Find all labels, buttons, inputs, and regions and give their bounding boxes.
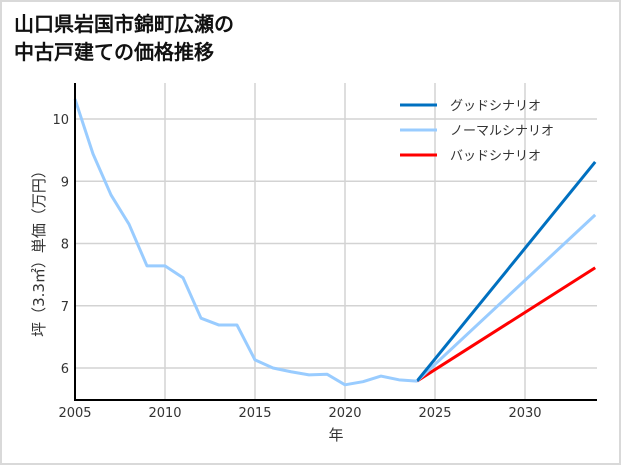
chart-title-line1: 山口県岩国市錦町広瀬の bbox=[14, 12, 234, 36]
x-tick-label: 2030 bbox=[508, 406, 541, 421]
series-line bbox=[416, 266, 597, 383]
x-tick-label: 2025 bbox=[418, 406, 451, 421]
y-tick-label: 7 bbox=[61, 300, 69, 315]
data-series bbox=[73, 98, 597, 387]
series-line bbox=[73, 98, 418, 387]
y-axis-label: 坪（3.3㎡）単価（万円） bbox=[30, 163, 48, 337]
x-tick-labels: 2005 2010 2015 2020 2025 2030 bbox=[58, 406, 541, 421]
legend-label: バッドシナリオ bbox=[450, 149, 541, 164]
y-tick-label: 9 bbox=[61, 175, 69, 190]
series-line bbox=[415, 213, 597, 383]
y-tick-labels: 6 7 8 9 10 bbox=[52, 113, 69, 377]
legend-label: グッドシナリオ bbox=[450, 99, 541, 114]
axes bbox=[74, 83, 597, 401]
series-line bbox=[415, 161, 597, 383]
x-tick-label: 2005 bbox=[58, 406, 91, 421]
y-tick-label: 6 bbox=[61, 362, 69, 377]
chart-title-line2: 中古戸建ての価格推移 bbox=[14, 40, 214, 64]
y-tick-label: 10 bbox=[52, 113, 69, 128]
x-tick-label: 2015 bbox=[238, 406, 271, 421]
x-axis-label: 年 bbox=[328, 426, 343, 444]
legend-label: ノーマルシナリオ bbox=[450, 124, 554, 139]
y-tick-label: 8 bbox=[61, 238, 69, 253]
chart-title: 山口県岩国市錦町広瀬の 中古戸建ての価格推移 bbox=[14, 10, 234, 66]
x-tick-label: 2020 bbox=[328, 406, 361, 421]
x-tick-label: 2010 bbox=[148, 406, 181, 421]
